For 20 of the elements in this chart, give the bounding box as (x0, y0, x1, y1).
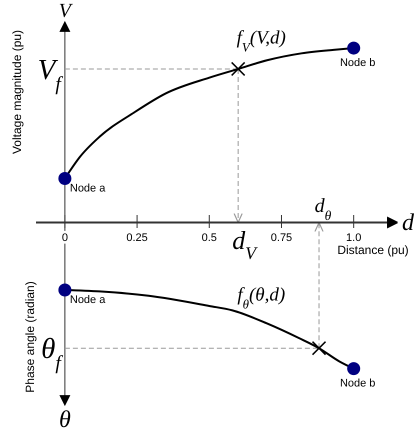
text: V (58, 0, 74, 22)
text: θ (58, 407, 71, 430)
annotation: Node a (70, 294, 106, 306)
text: d (402, 210, 415, 236)
x-tick-label: 0.25 (126, 232, 148, 244)
y-axis-title: Phase angle (radian) (23, 281, 37, 393)
series-label: f$_{V}$(V,d) (236, 27, 286, 54)
x-tick-label: 0.75 (270, 232, 292, 244)
y-axis-title: Voltage magnitude (pu) (10, 30, 24, 154)
ref-line-label: d$_{V}$ (232, 226, 258, 263)
annotation: Node a (70, 182, 106, 195)
ref-line-label: V$_{f}$ (38, 54, 64, 95)
x-tick-label: 0.5 (202, 232, 217, 244)
x-tick-label: 1.0 (346, 232, 362, 244)
text: Node b (340, 378, 376, 390)
x-axis-title: Distance (pu) (337, 243, 409, 257)
ref-line-label: θ$_{f}$ (41, 333, 64, 374)
series-label: f$_{θ}$(θ,d) (237, 284, 286, 311)
ref-line-label: d$_{θ}$ (314, 195, 332, 222)
annotation: Node b (340, 57, 376, 70)
